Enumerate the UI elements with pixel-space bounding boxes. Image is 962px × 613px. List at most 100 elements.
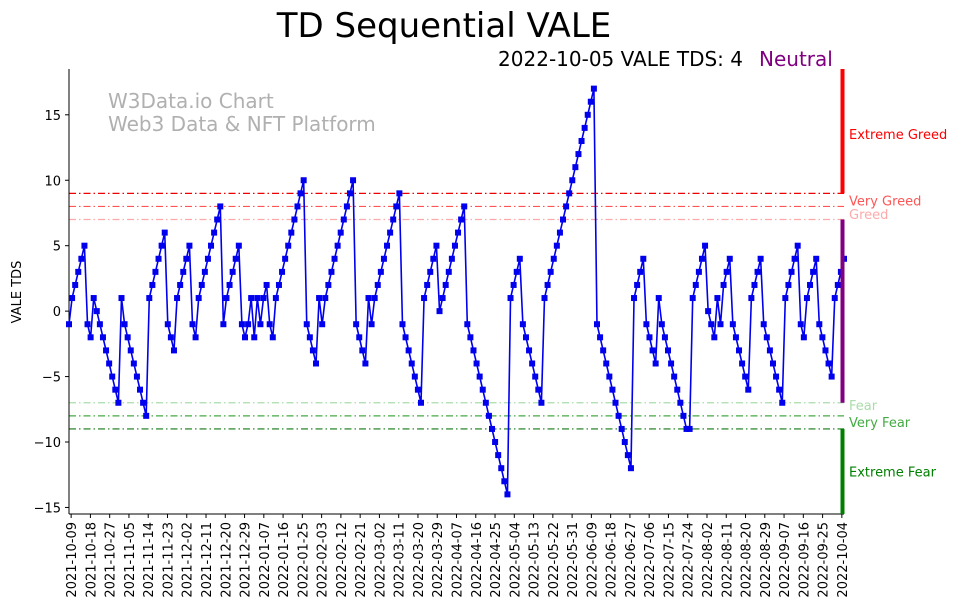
data-point: [711, 334, 718, 341]
data-point: [652, 360, 659, 367]
data-point: [396, 190, 403, 197]
data-point: [516, 255, 523, 262]
data-point: [766, 347, 773, 354]
data-point: [655, 295, 662, 302]
x-tick-label: 2021-11-05: [123, 522, 138, 598]
data-point: [720, 281, 727, 288]
x-tick-label: 2022-09-25: [817, 522, 832, 598]
data-point: [155, 255, 162, 262]
data-point: [362, 360, 369, 367]
data-point: [214, 216, 221, 223]
data-point: [316, 295, 323, 302]
data-point: [96, 321, 103, 328]
data-point: [186, 242, 193, 249]
data-point: [600, 347, 607, 354]
data-point: [754, 268, 761, 275]
data-point: [380, 255, 387, 262]
data-point: [282, 255, 289, 262]
x-tick-label: 2022-06-18: [605, 522, 620, 598]
data-point: [757, 255, 764, 262]
zone-label-very-fear: Very Fear: [849, 416, 911, 431]
x-tick-label: 2022-02-03: [316, 522, 331, 598]
x-tick-label: 2021-12-02: [181, 522, 196, 598]
data-point: [544, 281, 551, 288]
data-point: [118, 295, 125, 302]
data-point: [501, 478, 508, 485]
data-point: [124, 334, 131, 341]
data-point: [174, 295, 181, 302]
data-point: [479, 386, 486, 393]
series-line-0: [68, 87, 845, 496]
axes: −15 −10 −5 0 5 10 15 2021-10-09 2021-10-18 2021-1…: [34, 69, 851, 598]
data-point: [615, 412, 622, 419]
x-tick-label: 2021-10-27: [104, 522, 119, 598]
zone-bars: Extreme Greed Extreme Fear Very GreedGreed…: [840, 69, 947, 514]
data-point: [325, 281, 332, 288]
data-point: [115, 399, 122, 406]
data-point: [553, 242, 560, 249]
data-point: [229, 268, 236, 275]
x-tick-label: 2022-03-20: [412, 522, 427, 598]
data-point: [769, 360, 776, 367]
data-point: [291, 216, 298, 223]
data-point: [640, 255, 647, 262]
chart-subtitle: 2022-10-05 VALE TDS: 4: [498, 47, 743, 71]
data-point: [350, 177, 357, 184]
data-point: [303, 321, 310, 328]
status-label: Neutral: [759, 47, 833, 71]
data-point: [698, 255, 705, 262]
data-point: [130, 360, 137, 367]
data-point: [99, 334, 106, 341]
data-point: [390, 216, 397, 223]
data-point: [732, 334, 739, 341]
data-point: [603, 360, 610, 367]
data-point: [726, 255, 733, 262]
data-point: [563, 203, 570, 210]
data-point: [430, 255, 437, 262]
data-point: [819, 334, 826, 341]
data-point: [692, 281, 699, 288]
x-tick-label: 2021-12-29: [239, 522, 254, 598]
data-point: [309, 347, 316, 354]
data-point: [578, 137, 585, 144]
data-point: [78, 255, 85, 262]
y-tick-label: −10: [34, 436, 61, 451]
data-point: [593, 321, 600, 328]
data-point: [550, 255, 557, 262]
data-point: [337, 229, 344, 236]
data-point: [69, 295, 76, 302]
data-point: [319, 321, 326, 328]
data-point: [195, 295, 202, 302]
reference-lines: [69, 192, 844, 430]
data-point: [103, 347, 110, 354]
data-point: [374, 281, 381, 288]
data-point: [204, 255, 211, 262]
data-point: [739, 360, 746, 367]
data-point: [167, 334, 174, 341]
y-tick-label: 15: [44, 109, 61, 124]
data-point: [297, 190, 304, 197]
data-point: [328, 268, 335, 275]
data-point: [485, 412, 492, 419]
data-point: [597, 334, 604, 341]
data-point: [421, 295, 428, 302]
data-point: [658, 321, 665, 328]
x-tick-label: 2022-03-11: [393, 522, 408, 598]
data-point: [245, 321, 252, 328]
data-point: [489, 425, 496, 432]
x-tick-label: 2022-09-07: [778, 522, 793, 598]
data-point: [121, 321, 128, 328]
data-point: [671, 373, 678, 380]
data-point: [257, 321, 264, 328]
data-point: [106, 360, 113, 367]
data-point: [751, 281, 758, 288]
data-point: [137, 386, 144, 393]
data-point: [714, 295, 721, 302]
data-point: [785, 281, 792, 288]
data-point: [705, 308, 712, 315]
data-point: [112, 386, 119, 393]
data-point: [717, 321, 724, 328]
x-tick-label: 2022-01-25: [296, 522, 311, 598]
data-point: [584, 111, 591, 118]
